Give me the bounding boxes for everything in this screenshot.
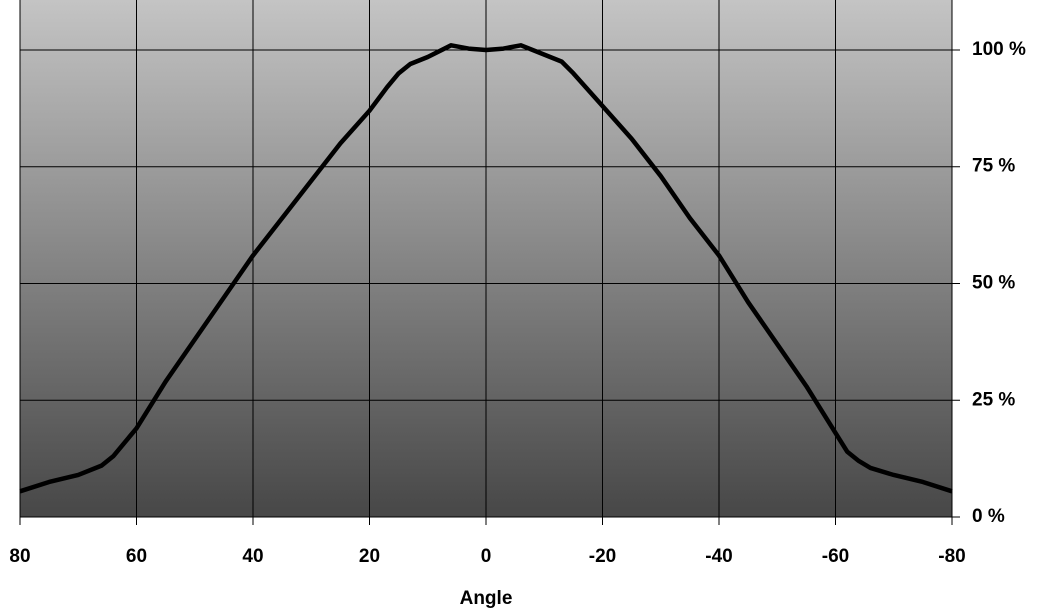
y-tick-label: 50 %	[972, 273, 1015, 294]
x-tick-label: 80	[9, 546, 30, 567]
y-tick-label: 100 %	[972, 39, 1026, 60]
x-tick-label: 20	[359, 546, 380, 567]
x-tick-label: -20	[589, 546, 616, 567]
x-tick-label: -40	[705, 546, 732, 567]
x-tick-label: 60	[126, 546, 147, 567]
x-tick-label: 40	[242, 546, 263, 567]
y-tick-label: 25 %	[972, 389, 1015, 410]
x-axis-label: Angle	[460, 588, 513, 609]
y-tick-label: 75 %	[972, 156, 1015, 177]
x-tick-label: -80	[938, 546, 965, 567]
chart: Angle 80 60 40 20 0 -20 -40 -60 -80 0 % 25 % 50 % 75…	[0, 0, 1049, 613]
x-tick-label: -60	[822, 546, 849, 567]
x-tick-label: 0	[481, 546, 492, 567]
y-tick-label: 0 %	[972, 506, 1005, 527]
